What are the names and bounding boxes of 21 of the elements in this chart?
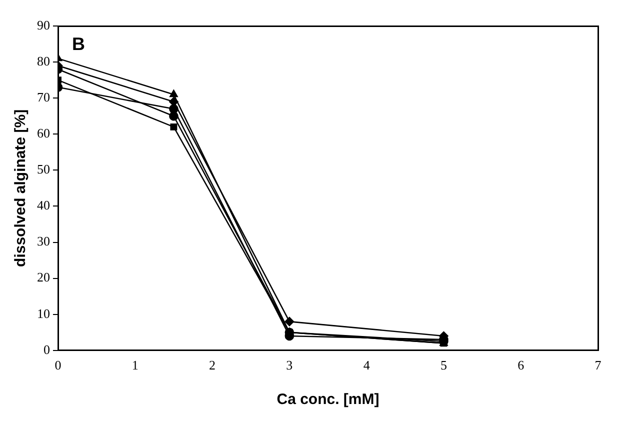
y-tick-label: 40: [37, 198, 50, 213]
x-tick-label: 4: [363, 358, 370, 373]
annotation: B: [72, 34, 85, 54]
y-tick-label: 0: [44, 342, 50, 357]
x-axis-title: Ca conc. [mM]: [276, 391, 380, 408]
y-tick-label: 50: [37, 162, 50, 177]
x-tick-label: 3: [286, 358, 293, 373]
x-tick-label: 6: [518, 358, 525, 373]
x-tick-label: 1: [132, 358, 138, 373]
y-tick-label: 30: [37, 234, 50, 249]
y-tick-label: 20: [37, 270, 50, 285]
x-tick-label: 7: [594, 358, 602, 373]
y-tick-label: 10: [37, 306, 50, 321]
x-tick-label: 2: [209, 358, 216, 373]
y-tick-label: 80: [37, 53, 50, 68]
x-tick-label: 0: [54, 358, 62, 373]
y-tick-label: 90: [37, 17, 50, 32]
y-tick-label: 70: [37, 90, 50, 105]
y-axis-title: dissolved alginate [%]: [12, 109, 30, 267]
x-tick-label: 5: [440, 358, 447, 373]
y-tick-label: 60: [37, 126, 50, 141]
